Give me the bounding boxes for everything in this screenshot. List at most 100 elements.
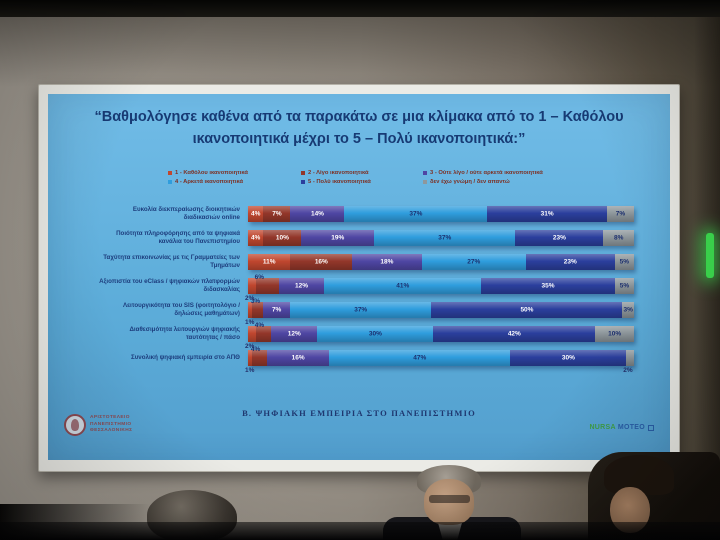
agency-logo-square-icon bbox=[648, 424, 654, 431]
university-logo-line2: ΠΑΝΕΠΙΣΤΗΜΙΟ bbox=[90, 421, 132, 427]
category-label: Λειτουργικότητα του SIS (φοιτητολόγιο / … bbox=[122, 301, 240, 317]
bar-value-label: 47% bbox=[413, 354, 427, 362]
bar-segment: 1% bbox=[245, 350, 254, 374]
bar-value-label: 7% bbox=[271, 306, 282, 314]
bar-segment: 37% bbox=[374, 230, 516, 246]
legend-item: 5 - Πολύ ικανοποιητικά bbox=[301, 179, 423, 185]
bar-segment: 30% bbox=[510, 350, 627, 366]
bar-value-label: 16% bbox=[314, 258, 328, 266]
bar-value-label: 12% bbox=[294, 282, 308, 290]
chart-row: Ταχύτητα επικοινωνίας με τις Γραμματείες… bbox=[56, 250, 634, 274]
category-label: Αξιοπιστία του eClass / ψηφιακών πλατφορ… bbox=[99, 277, 240, 293]
stacked-bar-chart: Ευκολία διεκπεραίωσης διοικητικών διαδικ… bbox=[56, 202, 634, 374]
bar-segment: 6% bbox=[255, 274, 279, 294]
ceiling-shadow bbox=[0, 17, 720, 87]
stacked-bar: 4% 10% 19% 37% 23% 8% bbox=[248, 230, 634, 246]
bar-segment: 16% bbox=[267, 350, 330, 366]
bar-segment: 41% bbox=[324, 278, 482, 294]
bar-value-label: 4% bbox=[250, 234, 261, 242]
chart-row: Αξιοπιστία του eClass / ψηφιακών πλατφορ… bbox=[56, 274, 634, 302]
university-logo-line1: ΑΡΙΣΤΟΤΕΛΕΙΟ bbox=[90, 415, 130, 421]
legend-swatch-icon bbox=[301, 180, 305, 185]
bar-value-label: 14% bbox=[310, 210, 324, 218]
legend-label: 5 - Πολύ ικανοποιητικά bbox=[308, 179, 371, 186]
bar-segment: 42% bbox=[433, 326, 596, 342]
bar-value-label: 30% bbox=[368, 330, 382, 338]
bar-value-label: 11% bbox=[262, 258, 276, 266]
bar-value-label: 37% bbox=[438, 234, 452, 242]
bar-segment: 3% bbox=[251, 298, 264, 318]
bar-value-label: 10% bbox=[275, 234, 289, 242]
legend-item: 2 - Λίγο ικανοποιητικά bbox=[301, 170, 423, 176]
bar-value-label: 3% bbox=[623, 306, 633, 314]
bar-segment: 16% bbox=[290, 254, 353, 270]
bar-value-label: 4% bbox=[251, 210, 261, 218]
legend-item: 4 - Αρκετά ικανοποιητικά bbox=[168, 179, 301, 185]
bar-segment: 4% bbox=[248, 230, 264, 246]
bar-segment: 8% bbox=[603, 230, 634, 246]
speaker-center-glasses bbox=[429, 495, 470, 503]
bar-value-label: 3% bbox=[250, 298, 261, 305]
bar-segment: 5% bbox=[614, 278, 634, 294]
bar-value-label: 5% bbox=[619, 258, 629, 266]
category-label: Ταχύτητα επικοινωνίας με τις Γραμματείες… bbox=[103, 253, 240, 269]
bar-segment: 4% bbox=[251, 346, 268, 366]
university-logo: ΑΡΙΣΤΟΤΕΛΕΙΟ ΠΑΝΕΠΙΣΤΗΜΙΟ ΘΕΣΣΑΛΟΝΙΚΗΣ bbox=[64, 414, 132, 436]
bar-segment: 12% bbox=[278, 278, 325, 294]
bar-segment: 7% bbox=[263, 206, 291, 222]
bar-segment: 10% bbox=[595, 326, 634, 342]
bar-segment: 2% bbox=[245, 326, 256, 350]
category-label: Ευκολία διεκπεραίωσης διοικητικών διαδικ… bbox=[132, 205, 240, 221]
agency-logo-part1: NURSA bbox=[589, 424, 616, 431]
bar-value-label: 4% bbox=[250, 346, 261, 353]
stacked-bar: 1% 3% 7% 37% 50% 3% bbox=[245, 298, 634, 326]
university-logo-text: ΑΡΙΣΤΟΤΕΛΕΙΟ ΠΑΝΕΠΙΣΤΗΜΙΟ ΘΕΣΣΑΛΟΝΙΚΗΣ bbox=[90, 415, 132, 434]
bar-value-label: 23% bbox=[563, 258, 577, 266]
bar-value-label: 16% bbox=[291, 354, 305, 362]
bar-segment: 37% bbox=[290, 302, 432, 318]
bar-value-label: 31% bbox=[540, 210, 554, 218]
bar-segment: 2% bbox=[623, 350, 634, 374]
bar-segment: 23% bbox=[525, 254, 615, 270]
stacked-bar: 1% 4% 16% 47% 30% 2% bbox=[245, 346, 634, 374]
legend-item: 3 - Ούτε λίγο / ούτε αρκετά ικανοποιητικ… bbox=[423, 170, 618, 176]
bar-value-label: 2% bbox=[623, 367, 633, 374]
legend-swatch-icon bbox=[301, 171, 305, 175]
bar-value-label: 12% bbox=[287, 330, 301, 338]
stacked-bar: 2% 6% 12% 41% 35% 5% bbox=[245, 274, 634, 302]
chart-row: Διαθεσιμότητα λειτουργιών ψηφιακής ταυτό… bbox=[56, 322, 634, 350]
bar-value-label: 42% bbox=[507, 330, 521, 338]
stacked-bar: 2% 4% 12% 30% 42% 10% bbox=[245, 322, 634, 350]
legend-item: 1 - Καθόλου ικανοποιητικά bbox=[168, 170, 301, 176]
bar-value-label: 30% bbox=[561, 354, 575, 362]
legend-swatch-icon bbox=[168, 180, 172, 185]
bar-value-label: 41% bbox=[396, 282, 410, 290]
green-indicator-light bbox=[706, 233, 714, 278]
bar-value-label: 35% bbox=[541, 282, 555, 290]
bar-value-label: 19% bbox=[331, 234, 345, 242]
bar-segment: 12% bbox=[271, 326, 318, 342]
bar-segment: 4% bbox=[255, 322, 272, 342]
bar-segment: 47% bbox=[329, 350, 511, 366]
legend-label: 1 - Καθόλου ικανοποιητικά bbox=[175, 170, 248, 176]
category-label: Ποιότητα πληροφόρησης από τα ψηφιακά καν… bbox=[116, 229, 240, 245]
agency-logo: NURSA MOTEO bbox=[589, 424, 654, 431]
bar-segment: 37% bbox=[344, 206, 488, 222]
university-emblem-icon bbox=[64, 414, 86, 436]
legend-swatch-icon bbox=[423, 180, 427, 185]
legend-label: 4 - Αρκετά ικανοποιητικά bbox=[175, 179, 244, 186]
bar-segment: 31% bbox=[487, 206, 607, 222]
chart-row: Λειτουργικότητα του SIS (φοιτητολόγιο / … bbox=[56, 298, 634, 326]
bar-segment: 35% bbox=[481, 278, 615, 294]
bar-segment: 11% bbox=[248, 254, 291, 270]
bar-segment: 18% bbox=[352, 254, 422, 270]
presentation-slide: “Βαθμολόγησε καθένα από τα παρακάτω σε μ… bbox=[48, 94, 670, 460]
bar-segment: 19% bbox=[301, 230, 375, 246]
chart-legend: 1 - Καθόλου ικανοποιητικά 2 - Λίγο ικανοπ… bbox=[168, 170, 618, 186]
bar-value-label: 1% bbox=[245, 367, 255, 374]
bar-value-label: 37% bbox=[409, 210, 423, 218]
bar-segment: 50% bbox=[431, 302, 623, 318]
bar-segment: 4% bbox=[248, 206, 264, 222]
bar-value-label: 7% bbox=[272, 210, 282, 218]
